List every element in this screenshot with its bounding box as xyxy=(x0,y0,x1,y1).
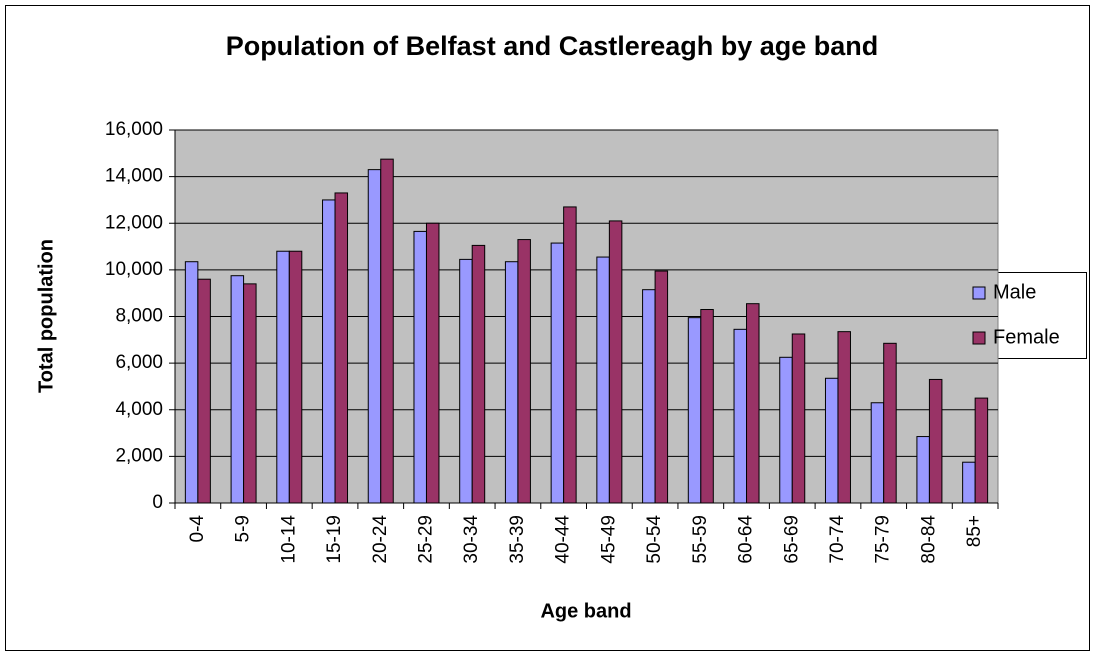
bar xyxy=(608,220,623,504)
bar xyxy=(243,283,257,504)
x-tick-label: 20-24 xyxy=(370,515,391,564)
x-tick-label: 60-64 xyxy=(736,515,757,564)
y-tick-label: 0 xyxy=(152,492,163,513)
bar xyxy=(642,289,656,504)
bar xyxy=(746,303,760,504)
bar xyxy=(962,461,976,504)
x-axis-label: Age band xyxy=(540,600,631,622)
bar xyxy=(322,199,336,504)
y-tick-label: 10,000 xyxy=(105,259,163,280)
legend-label: Female xyxy=(993,326,1060,348)
x-tick-label: 40-44 xyxy=(553,515,574,564)
bar xyxy=(596,256,610,504)
bar xyxy=(654,270,669,504)
x-tick-label: 15-19 xyxy=(324,515,345,564)
bar xyxy=(334,192,349,504)
bar xyxy=(837,331,851,504)
y-tick-label: 4,000 xyxy=(115,399,163,420)
x-tick-label: 70-74 xyxy=(827,515,848,564)
y-tick-label: 8,000 xyxy=(115,306,163,327)
bar xyxy=(733,328,748,504)
bar xyxy=(550,242,565,504)
bar xyxy=(916,436,930,504)
x-tick-label: 25-29 xyxy=(415,515,436,564)
bar xyxy=(471,244,486,504)
y-tick-label: 14,000 xyxy=(105,166,163,187)
bar xyxy=(413,230,427,504)
bar xyxy=(883,342,897,504)
x-tick-label: 55-59 xyxy=(690,515,711,564)
bar xyxy=(928,378,943,504)
x-tick-label: 65-69 xyxy=(781,515,802,564)
bar xyxy=(380,158,394,504)
bar xyxy=(779,356,793,504)
x-tick-label: 30-34 xyxy=(461,515,482,564)
x-tick-label: 75-79 xyxy=(873,515,894,564)
bar xyxy=(870,402,885,504)
bar xyxy=(974,397,989,504)
y-tick-label: 6,000 xyxy=(115,352,163,373)
y-tick-label: 16,000 xyxy=(105,119,163,140)
bar xyxy=(197,278,211,504)
bar xyxy=(700,309,714,504)
x-tick-label: 35-39 xyxy=(507,515,528,564)
bar xyxy=(288,250,303,504)
x-tick-label: 5-9 xyxy=(233,515,254,542)
bar xyxy=(791,333,806,504)
x-tick-label: 80-84 xyxy=(918,515,939,564)
y-tick-label: 2,000 xyxy=(115,445,163,466)
x-tick-label: 0-4 xyxy=(187,515,208,543)
bar xyxy=(230,275,245,504)
bar xyxy=(276,250,290,504)
bar xyxy=(459,258,473,504)
legend-label: Male xyxy=(993,281,1036,303)
legend-swatch xyxy=(972,331,986,345)
bar xyxy=(563,206,577,504)
bar xyxy=(184,261,199,504)
bar xyxy=(517,239,531,504)
x-tick-label: 85+ xyxy=(964,515,985,547)
x-tick-label: 45-49 xyxy=(598,515,619,564)
y-axis-label: Total population xyxy=(35,239,57,393)
bar xyxy=(504,261,519,504)
bar xyxy=(687,317,702,504)
x-tick-label: 10-14 xyxy=(278,515,299,564)
y-tick-label: 12,000 xyxy=(105,212,163,233)
chart-title: Population of Belfast and Castlereagh by… xyxy=(226,31,879,61)
x-tick-label: 50-54 xyxy=(644,515,665,564)
bar xyxy=(367,169,382,504)
bar xyxy=(824,377,839,504)
bar xyxy=(425,222,440,504)
legend-swatch xyxy=(972,286,986,300)
